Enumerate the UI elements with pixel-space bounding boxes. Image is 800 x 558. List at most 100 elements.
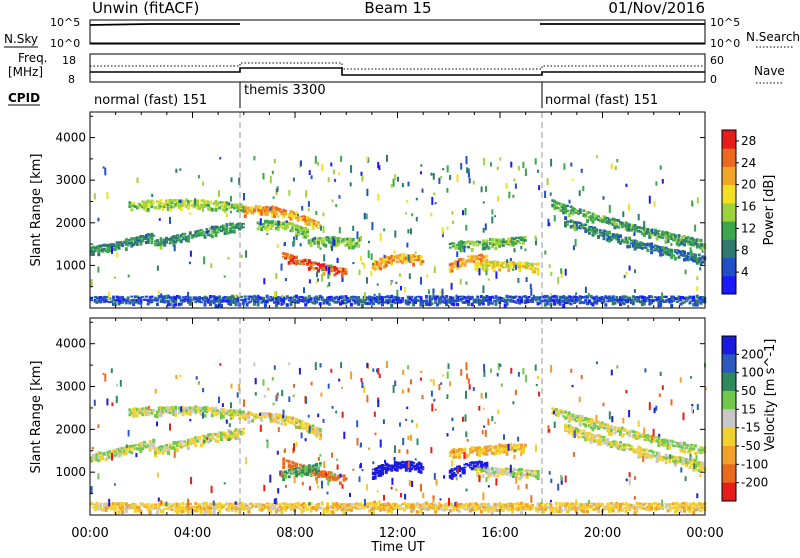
- data-cell: [692, 296, 695, 299]
- scatter-cell: [495, 478, 497, 485]
- scatter-cell: [308, 201, 310, 207]
- scatter-cell: [196, 376, 198, 380]
- scatter-cell: [518, 166, 520, 171]
- data-cell: [271, 220, 274, 222]
- data-cell: [683, 251, 686, 255]
- data-cell: [665, 461, 668, 464]
- scatter-cell: [111, 368, 113, 373]
- data-cell: [559, 302, 562, 305]
- data-cell: [180, 240, 183, 243]
- scatter-cell: [431, 197, 433, 205]
- data-cell: [136, 414, 139, 417]
- scatter-cell: [309, 219, 311, 226]
- data-cell: [403, 254, 406, 257]
- data-cell: [661, 508, 664, 510]
- data-cell: [496, 261, 499, 264]
- data-cell: [284, 474, 287, 477]
- nsky-panel: N.Sky 10^5 10^0 10^5 10^0 N.Search: [4, 16, 800, 50]
- data-cell: [502, 238, 505, 241]
- data-cell: [332, 510, 335, 514]
- scatter-cell: [665, 235, 667, 243]
- data-cell: [520, 511, 523, 515]
- data-cell: [421, 468, 424, 470]
- scatter-cell: [360, 236, 362, 241]
- data-cell: [284, 210, 287, 212]
- data-cell: [242, 226, 245, 228]
- data-cell: [150, 296, 153, 298]
- colorbar-tick-label: 8: [741, 243, 749, 257]
- scatter-cell: [335, 204, 337, 207]
- scatter-cell: [553, 411, 555, 415]
- scatter-cell: [615, 166, 617, 170]
- freq-frame: [90, 54, 705, 82]
- scatter-cell: [379, 374, 381, 378]
- data-cell: [586, 435, 589, 438]
- data-cell: [189, 303, 192, 306]
- scatter-cell: [255, 378, 257, 384]
- scatter-cell: [364, 213, 366, 220]
- scatter-cell: [320, 454, 322, 457]
- data-cell: [480, 461, 483, 464]
- data-cell: [665, 296, 668, 298]
- scatter-cell: [379, 293, 381, 296]
- scatter-cell: [242, 206, 244, 213]
- data-cell: [209, 201, 212, 205]
- scatter-cell: [371, 222, 373, 230]
- data-cell: [586, 510, 589, 513]
- scatter-cell: [128, 430, 130, 437]
- data-cell: [520, 444, 523, 448]
- scatter-cell: [465, 225, 467, 231]
- data-cell: [344, 477, 347, 479]
- scatter-cell: [440, 176, 442, 179]
- scatter-cell: [690, 253, 692, 256]
- data-cell: [339, 506, 342, 508]
- scatter-cell: [513, 242, 515, 247]
- scatter-cell: [411, 213, 413, 216]
- data-cell: [215, 208, 218, 212]
- data-cell: [626, 240, 629, 244]
- data-cell: [310, 244, 313, 247]
- scatter-cell: [465, 391, 467, 399]
- data-cell: [160, 246, 163, 250]
- data-cell: [440, 298, 443, 301]
- data-cell: [685, 447, 688, 449]
- scatter-cell: [570, 163, 572, 167]
- data-cell: [127, 244, 130, 246]
- data-cell: [315, 508, 318, 511]
- scatter-cell: [611, 416, 613, 422]
- data-cell: [619, 441, 622, 444]
- scatter-cell: [596, 155, 598, 158]
- data-cell: [452, 243, 455, 245]
- scatter-cell: [198, 175, 200, 179]
- data-cell: [253, 209, 256, 213]
- scatter-cell: [513, 178, 515, 181]
- scatter-cell: [520, 246, 522, 249]
- scatter-cell: [281, 390, 283, 396]
- data-cell: [579, 227, 582, 229]
- scatter-cell: [120, 380, 122, 387]
- colorbar-swatch: [722, 166, 736, 185]
- scatter-cell: [293, 239, 295, 245]
- scatter-cell: [368, 250, 370, 258]
- scatter-cell: [457, 261, 459, 268]
- scatter-cell: [352, 262, 354, 264]
- scatter-cell: [649, 196, 651, 204]
- data-cell: [478, 507, 481, 509]
- scatter-cell: [104, 168, 106, 176]
- scatter-cell: [616, 365, 618, 368]
- data-cell: [180, 440, 183, 443]
- scatter-cell: [394, 445, 396, 453]
- scatter-cell: [420, 378, 422, 381]
- data-cell: [537, 262, 540, 266]
- data-cell: [518, 242, 521, 244]
- scatter-cell: [391, 184, 393, 188]
- scatter-cell: [680, 241, 682, 244]
- scatter-cell: [237, 392, 239, 397]
- scatter-cell: [101, 245, 103, 247]
- scatter-cell: [288, 362, 290, 365]
- scatter-cell: [328, 177, 330, 182]
- scatter-cell: [436, 479, 438, 485]
- data-cell: [244, 295, 247, 297]
- data-cell: [471, 303, 474, 307]
